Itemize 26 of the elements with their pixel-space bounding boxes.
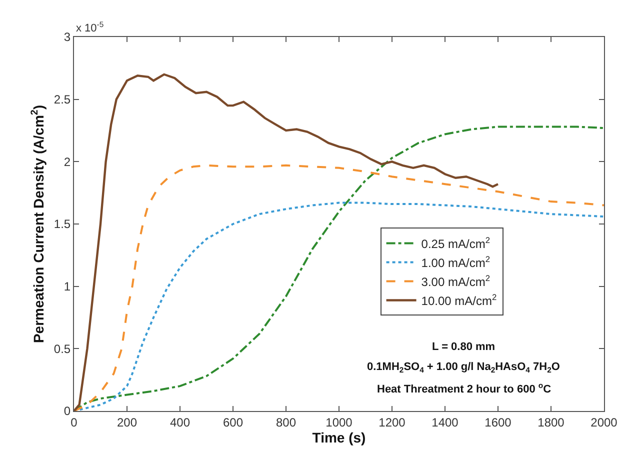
y-tick-label: 0.5 (54, 342, 71, 356)
x-axis-title: Time (s) (312, 430, 366, 446)
x-tick-label: 2000 (590, 415, 618, 430)
x-tick-label: 1800 (538, 415, 565, 430)
annotation: L = 0.80 mm (432, 341, 496, 353)
x-tick-label: 800 (276, 415, 296, 430)
legend-label: 0.25 mA/cm$^{2}$ (421, 234, 490, 251)
legend-label: 10.00 mA/cm$^{2}$ (421, 292, 498, 308)
x-tick-label: 1600 (484, 415, 512, 430)
y-tick-label: 2 (64, 154, 71, 169)
legend-label: 3.00 mA/cm$^{2}$ (421, 272, 490, 289)
text: x 10$^{-5}$ (76, 20, 104, 35)
y-tick-label: 3 (64, 30, 71, 44)
x-tick-label: 1000 (326, 415, 353, 430)
text: 0.1MH$_{2}$SO$_{4}$ + 1.00 g/l Na$_{2}$HAsO$_{4}$ 7H$_{2}$O (367, 361, 560, 374)
x-tick-label: 600 (222, 415, 244, 430)
x-tick-label: 400 (170, 415, 190, 430)
y-tick-label: 1.5 (54, 217, 71, 232)
x-tick-label: 1200 (378, 415, 406, 430)
y-tick-label: 1 (64, 280, 71, 294)
legend-label: 1.00 mA/cm$^{2}$ (421, 254, 490, 270)
x-tick-label: 200 (116, 415, 138, 430)
annotation: Heat Threatment 2 hour to 600 $^{o}$C (377, 381, 552, 396)
x-tick-label: 1400 (432, 415, 459, 430)
y-tick-label: 0 (64, 404, 71, 418)
y-tick-label: 2.5 (54, 92, 71, 107)
